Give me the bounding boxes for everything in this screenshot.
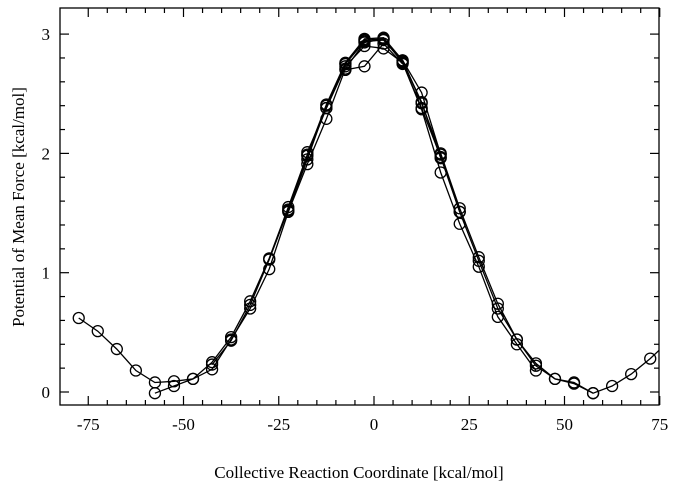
data-point-marker [605, 379, 619, 393]
series-3 [205, 39, 543, 377]
data-point-marker [415, 86, 428, 99]
x-axis-title: Collective Reaction Coordinate [kcal/mol… [214, 463, 503, 482]
y-tick-label: 0 [42, 383, 51, 402]
data-point-marker [358, 60, 371, 73]
series-2 [148, 31, 600, 400]
series-line [154, 37, 594, 394]
x-tick-label: 50 [556, 415, 573, 434]
series-line [78, 38, 659, 394]
data-point-marker [110, 342, 123, 356]
x-tick-labels: -75 -50 -25 0 25 50 75 [77, 415, 668, 434]
data-point-marker [186, 372, 200, 386]
data-point-marker [263, 253, 276, 266]
y-tick-label: 2 [42, 144, 51, 163]
data-point-marker [244, 295, 257, 308]
data-point-marker [396, 57, 409, 71]
data-point-marker [415, 95, 428, 109]
data-point-marker [472, 260, 485, 273]
data-point-marker [301, 149, 314, 162]
data-point-marker [529, 364, 543, 377]
data-point-marker [510, 338, 524, 351]
data-point-marker [491, 310, 504, 323]
data-point-marker [529, 359, 543, 372]
y-axis-title: Potential of Mean Force [kcal/mol] [9, 87, 28, 327]
data-point-marker [339, 63, 352, 77]
data-point-marker [377, 33, 390, 47]
data-point-marker [377, 37, 390, 50]
x-tick-label: -25 [267, 415, 290, 434]
y-tick-label: 1 [42, 264, 51, 283]
data-point-marker [167, 375, 181, 388]
data-point-marker [625, 367, 638, 381]
data-point-marker [567, 376, 581, 389]
data-point-marker [224, 330, 238, 344]
data-point-marker [453, 205, 466, 219]
data-point-marker [72, 311, 85, 325]
data-point-marker [91, 325, 104, 338]
series-line [306, 39, 442, 159]
y-tick-labels: 0 1 2 3 [42, 25, 51, 402]
series-line [287, 38, 461, 213]
series-line [211, 45, 537, 371]
data-point-marker [320, 101, 333, 115]
data-point-marker [224, 334, 238, 347]
data-point-marker [644, 352, 657, 365]
data-point-marker [664, 335, 675, 346]
data-point-marker [434, 148, 447, 161]
x-tick-label: 0 [370, 415, 379, 434]
data-point-marker [244, 298, 257, 312]
data-point-marker [244, 302, 257, 315]
data-point-marker [434, 152, 447, 165]
data-point-marker [548, 372, 562, 386]
data-point-marker [167, 379, 181, 393]
data-point-marker [301, 153, 314, 166]
plot-frame [59, 7, 660, 406]
axis-ticks [60, 8, 661, 405]
series-6 [339, 37, 409, 77]
x-tick-label: 25 [461, 415, 478, 434]
data-point-marker [358, 35, 371, 48]
data-point-marker [282, 204, 295, 217]
y-tick-label: 3 [42, 25, 51, 44]
data-point-marker [301, 146, 314, 159]
data-series [72, 31, 675, 400]
data-point-marker [472, 251, 485, 264]
series-1 [72, 32, 675, 400]
x-tick-label: 75 [651, 415, 668, 434]
x-tick-label: -75 [77, 415, 100, 434]
series-4 [282, 32, 466, 219]
series-line [345, 42, 404, 71]
data-point-marker [586, 387, 600, 400]
x-tick-label: -50 [172, 415, 195, 434]
data-point-marker [148, 387, 162, 400]
data-point-marker [129, 364, 143, 377]
data-point-marker [205, 358, 219, 371]
data-point-marker [453, 217, 466, 230]
